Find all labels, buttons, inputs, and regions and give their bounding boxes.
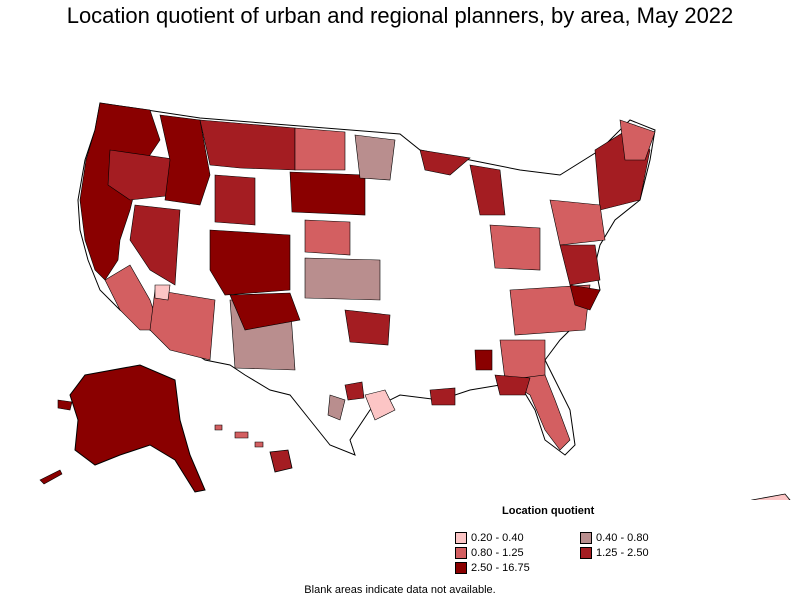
- region-oregon: [107, 149, 181, 201]
- legend-label: 0.40 - 0.80: [596, 532, 649, 544]
- region-nm-north: [229, 292, 301, 331]
- region-arizona: [149, 289, 216, 361]
- legend-swatch: [455, 562, 467, 575]
- legend-item-1: 0.40 - 0.80: [580, 531, 649, 545]
- region-fl-gulf: [494, 374, 531, 396]
- map-title: Location quotient of urban and regional …: [66, 3, 734, 28]
- region-alaska: [69, 364, 206, 493]
- region-minnesota: [354, 134, 396, 181]
- legend-item-3: 1.25 - 2.50: [580, 546, 649, 560]
- region-hawaii-islands: [214, 424, 264, 448]
- region-north-dakota: [294, 127, 346, 171]
- region-tx-houston: [364, 389, 396, 421]
- legend-item-2: 0.80 - 1.25: [455, 546, 524, 560]
- legend-swatch: [455, 547, 467, 560]
- region-oklahoma: [344, 309, 391, 346]
- legend-item-0: 0.20 - 0.40: [455, 531, 524, 545]
- region-wyoming: [214, 174, 256, 226]
- region-hawaii-main: [269, 449, 293, 473]
- region-puerto-rico: [751, 493, 791, 500]
- footnote: Blank areas indicate data not available.: [304, 584, 496, 596]
- region-alaska-islands: [39, 399, 73, 485]
- region-louisiana: [429, 387, 456, 406]
- region-kansas: [304, 257, 381, 301]
- legend-item-4: 2.50 - 16.75: [455, 561, 530, 575]
- region-florida: [504, 374, 571, 451]
- region-mid-atlantic: [549, 199, 606, 246]
- region-montana: [199, 119, 296, 171]
- region-carolinas: [509, 284, 591, 336]
- legend-title: Location quotient: [502, 505, 595, 517]
- legend-label: 0.20 - 0.40: [471, 532, 524, 544]
- region-wisconsin-north: [419, 149, 471, 176]
- region-tx-other: [327, 394, 346, 421]
- region-south-dakota: [289, 171, 366, 216]
- region-tx-austin: [344, 381, 365, 401]
- region-michigan: [469, 164, 506, 216]
- region-nc-coast: [569, 284, 601, 311]
- region-dc-area: [559, 244, 601, 286]
- legend-label: 0.80 - 1.25: [471, 547, 524, 559]
- region-maine: [619, 119, 656, 161]
- legend-label: 2.50 - 16.75: [471, 562, 530, 574]
- region-alabama-dark: [474, 349, 493, 371]
- choropleth-map: [39, 102, 791, 500]
- legend-swatch: [455, 532, 467, 545]
- region-colorado: [209, 229, 291, 296]
- legend-swatch: [580, 547, 592, 560]
- legend-swatch: [580, 532, 592, 545]
- region-ohio-valley: [489, 224, 541, 271]
- region-az-light: [154, 284, 171, 301]
- region-georgia: [499, 339, 546, 381]
- region-nebraska: [304, 219, 351, 256]
- region-nevada: [129, 204, 181, 286]
- legend-label: 1.25 - 2.50: [596, 547, 649, 559]
